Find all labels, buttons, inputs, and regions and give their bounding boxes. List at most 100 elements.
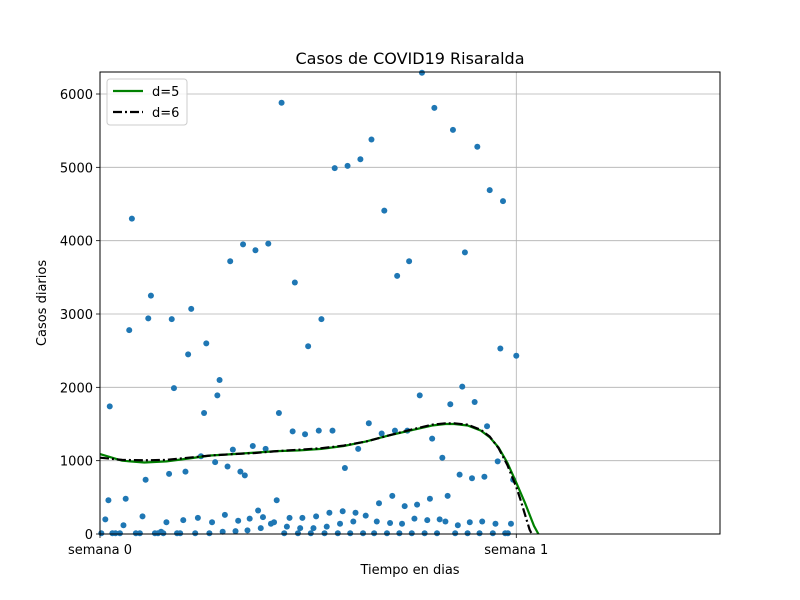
data-point <box>454 522 461 529</box>
data-point <box>170 385 177 392</box>
y-tick-label: 0 <box>85 528 93 543</box>
data-point <box>232 528 239 535</box>
x-tick-label: semana 1 <box>484 543 548 558</box>
chart-title: Casos de COVID19 Risaralda <box>295 49 524 68</box>
data-point <box>177 530 184 537</box>
data-point <box>416 392 423 399</box>
data-point <box>206 530 213 537</box>
data-point <box>302 431 309 438</box>
data-point <box>459 383 466 390</box>
data-point <box>434 530 441 537</box>
y-axis-label: Casos diarios <box>35 260 50 346</box>
data-point <box>307 530 314 537</box>
data-point <box>396 530 403 537</box>
data-point <box>494 458 501 465</box>
data-point <box>252 247 259 254</box>
data-point <box>401 503 408 510</box>
data-point <box>235 517 242 524</box>
data-point <box>486 187 493 194</box>
data-point <box>368 136 375 143</box>
data-point <box>297 525 304 532</box>
data-point <box>479 518 486 525</box>
data-point <box>203 340 210 347</box>
data-point <box>399 520 406 527</box>
data-point <box>461 249 468 256</box>
data-point <box>471 399 478 405</box>
data-point <box>326 509 333 516</box>
data-point <box>185 351 192 358</box>
data-point <box>221 511 228 518</box>
data-point <box>286 514 293 521</box>
data-point <box>182 468 189 475</box>
data-point <box>373 518 380 525</box>
data-point <box>142 476 149 483</box>
x-axis-label: Tiempo en dias <box>359 563 459 578</box>
data-point <box>389 492 396 499</box>
data-point <box>337 520 344 527</box>
data-point <box>357 156 364 163</box>
data-point <box>102 516 109 523</box>
data-point <box>237 468 244 475</box>
data-point <box>214 392 221 399</box>
legend: d=5d=6 <box>106 78 188 126</box>
data-point <box>347 530 354 537</box>
data-point <box>128 215 135 222</box>
data-point <box>291 279 298 286</box>
data-point <box>365 420 372 427</box>
data-point <box>362 512 369 519</box>
data-point <box>452 530 459 537</box>
data-point <box>408 530 415 537</box>
data-point <box>481 473 488 480</box>
data-point <box>194 514 201 521</box>
data-point <box>126 327 133 334</box>
plot-area <box>100 72 720 534</box>
data-point <box>305 343 312 350</box>
data-point <box>257 525 264 532</box>
data-point <box>350 518 357 525</box>
data-point <box>147 292 154 299</box>
data-point <box>414 501 421 508</box>
data-point <box>323 523 330 530</box>
series-line-d6 <box>99 422 533 535</box>
data-point <box>227 258 234 265</box>
data-point <box>106 403 113 410</box>
data-point <box>426 495 433 502</box>
data-point <box>406 258 413 265</box>
data-point <box>500 198 506 205</box>
data-point <box>168 316 175 323</box>
data-point <box>489 530 496 537</box>
data-point <box>492 520 499 527</box>
data-point <box>160 530 167 537</box>
data-point <box>447 401 454 408</box>
data-point <box>484 423 491 430</box>
data-point <box>255 507 262 514</box>
data-point <box>166 470 173 477</box>
data-point <box>139 513 146 520</box>
data-point <box>321 530 328 537</box>
data-point <box>318 316 325 323</box>
y-tick-label: 3000 <box>60 308 93 323</box>
data-point <box>339 508 346 515</box>
data-point <box>431 104 438 111</box>
data-point <box>105 497 112 504</box>
data-point <box>192 530 199 537</box>
legend-label: d=5 <box>152 85 179 100</box>
data-point <box>278 99 285 106</box>
data-point <box>444 492 451 499</box>
data-point <box>469 475 475 482</box>
data-point <box>180 517 187 524</box>
data-point <box>449 126 456 133</box>
data-point <box>331 165 338 172</box>
data-point <box>418 69 425 76</box>
data-point <box>212 459 219 466</box>
data-point <box>436 516 443 523</box>
data-point <box>275 410 282 416</box>
data-point <box>241 472 248 479</box>
y-tick-label: 6000 <box>60 88 93 103</box>
data-point <box>381 207 388 214</box>
data-point <box>371 530 378 537</box>
data-point <box>504 530 511 537</box>
data-point <box>360 530 367 537</box>
data-point <box>352 509 359 516</box>
